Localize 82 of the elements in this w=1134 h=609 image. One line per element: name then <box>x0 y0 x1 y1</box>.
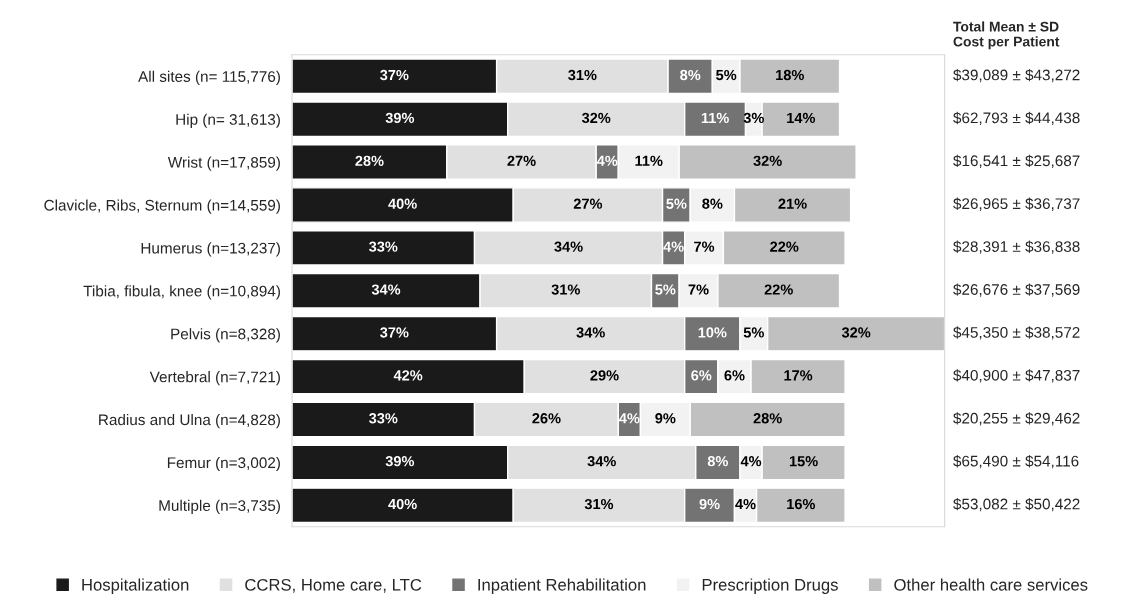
data-label: 3% <box>743 112 764 124</box>
data-label: 28% <box>355 155 384 166</box>
y-tick-label: Pelvis (n=8,328) <box>171 328 280 343</box>
legend-label: CCRS, Home care, LTC <box>245 578 422 593</box>
legend-label: Inpatient Rehabilitation <box>478 578 646 594</box>
data-label: 6% <box>691 370 712 381</box>
data-label: 8% <box>680 69 701 81</box>
data-label: 4% <box>663 241 684 252</box>
data-label: 34% <box>587 456 616 467</box>
text: $26,965 ± $36,737 <box>953 197 1080 211</box>
y-tick-label: Femur (n=3,002) <box>167 456 280 472</box>
text: Total Mean ± SD Cost per Patient <box>953 21 1060 50</box>
legend-label: Prescription Drugs <box>702 578 838 594</box>
legend-label: Other health care services <box>894 578 1088 591</box>
y-tick-label: Hip (n= 31,613) <box>176 113 280 128</box>
data-label: 39% <box>385 112 415 124</box>
text: $26,676 ± $37,569 <box>953 283 1080 297</box>
text: $20,255 ± $29,462 <box>953 412 1080 426</box>
text: $28,391 ± $36,838 <box>953 240 1080 254</box>
data-label: 9% <box>655 413 676 424</box>
data-label: 32% <box>841 327 871 338</box>
y-tick-label: Wrist (n=17,859) <box>167 156 280 171</box>
data-label: 7% <box>688 284 709 295</box>
data-label: 31% <box>568 69 597 81</box>
text: $65,490 ± $54,116 <box>953 455 1079 469</box>
data-label: 22% <box>770 241 799 252</box>
data-label: 21% <box>778 198 807 209</box>
text: $16,541 ± $25,687 <box>953 154 1080 168</box>
data-label: 22% <box>764 284 793 295</box>
data-label: 11% <box>701 112 729 124</box>
text: $45,350 ± $38,572 <box>953 326 1080 340</box>
y-tick-label: Multiple (n=3,735) <box>159 499 280 515</box>
data-label: 7% <box>694 241 715 252</box>
data-label: 39% <box>385 456 415 467</box>
data-label: 26% <box>532 413 561 424</box>
data-label: 16% <box>787 498 816 510</box>
data-label: 5% <box>716 69 737 81</box>
data-label: 4% <box>619 413 640 424</box>
data-label: 4% <box>735 498 756 510</box>
data-label: 34% <box>554 241 583 252</box>
text: $40,900 ± $47,837 <box>953 369 1080 383</box>
data-label: 27% <box>507 155 536 166</box>
data-label: 33% <box>369 241 398 252</box>
data-label: 8% <box>702 198 723 209</box>
data-label: 33% <box>369 413 398 424</box>
legend-label: Hospitalization <box>82 578 189 594</box>
data-label: 40% <box>388 498 417 510</box>
data-label: 34% <box>576 327 605 338</box>
data-label: 8% <box>707 456 729 467</box>
text: $39,089 ± $43,272 <box>953 68 1080 83</box>
data-label: 31% <box>584 498 614 510</box>
data-label: 15% <box>789 456 818 467</box>
y-tick-label: Clavicle, Ribs, Sternum (n=14,559) <box>44 199 280 214</box>
data-label: 5% <box>666 198 687 209</box>
data-label: 14% <box>787 112 816 124</box>
data-label: 31% <box>551 284 580 295</box>
data-label: 11% <box>635 155 663 166</box>
y-tick-label: Tibia, fibula, knee (n=10,894) <box>83 285 280 300</box>
data-label: 29% <box>590 370 619 381</box>
data-label: 32% <box>581 112 611 124</box>
y-tick-label: Radius and Ulna (n=4,828) <box>99 413 280 429</box>
y-tick-label: Humerus (n=13,237) <box>141 242 280 257</box>
data-label: 6% <box>724 370 745 381</box>
data-label: 5% <box>655 284 676 295</box>
data-label: 10% <box>698 327 727 338</box>
data-label: 18% <box>776 69 804 81</box>
data-label: 17% <box>784 370 813 381</box>
data-label: 28% <box>753 413 782 424</box>
y-tick-label: Vertebral (n=7,721) <box>149 371 280 386</box>
data-label: 32% <box>753 155 782 167</box>
data-label: 40% <box>388 198 417 209</box>
y-tick-label: All sites (n= 115,776) <box>138 70 280 85</box>
data-label: 42% <box>393 370 423 381</box>
data-label: 9% <box>699 498 720 510</box>
text: $53,082 ± $50,422 <box>953 497 1080 512</box>
data-label: 27% <box>573 198 603 209</box>
data-label: 37% <box>380 69 409 81</box>
data-label: 5% <box>743 327 764 338</box>
data-label: 37% <box>380 327 409 338</box>
data-label: 4% <box>740 456 762 467</box>
text: $62,793 ± $44,438 <box>953 111 1080 126</box>
data-label: 34% <box>371 284 401 295</box>
